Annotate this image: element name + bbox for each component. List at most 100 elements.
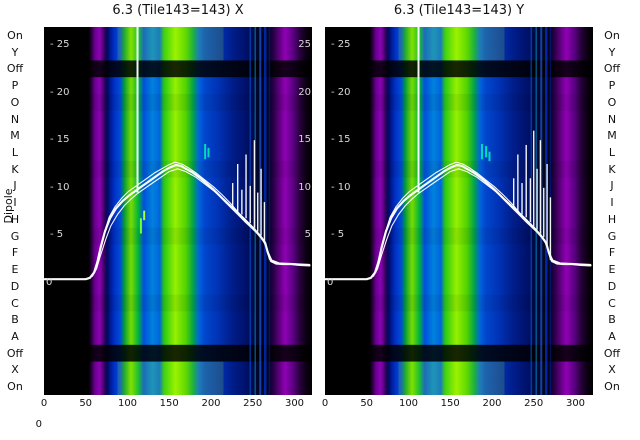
row-label-left: C (11, 296, 19, 310)
right-y-tick-label: 25 (298, 39, 311, 50)
row-label-right: A (608, 330, 616, 343)
row-label-left: B (11, 313, 19, 327)
vertical-stripe (540, 27, 543, 395)
vertical-stripe (535, 27, 537, 395)
bright-row-overlay (117, 361, 224, 379)
x-tick-label: 0 (40, 398, 48, 409)
row-label-left: E (11, 263, 19, 276)
row-label-left: G (10, 229, 20, 243)
heatmap-svg (44, 27, 312, 395)
row-label-left: A (11, 330, 19, 343)
x-tick-label: 300 (284, 398, 305, 409)
vertical-stripe (268, 27, 271, 395)
x-tick-label: 200 (482, 398, 502, 409)
off-row-overlay (325, 60, 593, 78)
heatmap-svg (325, 27, 593, 395)
row-label-left: H (10, 212, 20, 226)
row-label-left: J (13, 179, 17, 193)
off-row-overlay (44, 60, 312, 78)
panel-title-y: 6.3 (Tile143=143) Y (393, 3, 525, 18)
inner-y-tick-label: - 25 (331, 39, 351, 50)
bandpass-line (376, 161, 592, 269)
row-label-left: Y (11, 45, 19, 59)
heatmap-panel-x (44, 27, 312, 395)
bright-row-overlay (398, 43, 505, 61)
row-label-left: F (11, 246, 19, 260)
off-row-overlay (325, 344, 593, 362)
bright-row-overlay (117, 43, 224, 61)
x-tick-label: 150 (159, 398, 179, 409)
row-label-left: L (11, 146, 19, 159)
inner-y-tick-label: - 20 (331, 86, 351, 98)
row-label-right: C (608, 296, 616, 310)
inner-y-tick-label: - 25 (50, 39, 70, 50)
heatmap-image (325, 27, 593, 395)
x-tick-label: 250 (524, 398, 544, 409)
right-y-tick-label: 15 (298, 134, 311, 146)
row-label-right: X (608, 363, 616, 377)
vertical-stripe (259, 27, 262, 395)
inner-y-tick-label: - 15 (50, 134, 70, 146)
row-label-right: J (610, 179, 614, 193)
right-y-tick-label: 5 (304, 229, 311, 241)
off-row-overlay (44, 344, 312, 362)
row-label-left: N (10, 112, 20, 126)
row-label-right: D (607, 279, 617, 293)
row-label-left: X (11, 363, 19, 377)
vertical-stripe (530, 27, 532, 395)
row-label-right: G (607, 229, 617, 243)
inner-y-tick-label: 0 (46, 277, 53, 288)
inner-y-tick-label: - 5 (331, 229, 345, 241)
bright-row-overlay (117, 378, 224, 395)
heatmap-image (44, 27, 312, 395)
panel-title-x: 6.3 (Tile143=143) X (112, 3, 244, 18)
bright-row-overlay (117, 27, 224, 44)
x-tick-label: 100 (117, 398, 138, 409)
row-label-right: M (607, 129, 617, 143)
inner-y-tick-label: - 10 (50, 181, 70, 193)
x-tick-label: 100 (398, 398, 419, 409)
row-label-right: B (608, 313, 616, 327)
right-y-tick-label: 10 (298, 181, 311, 193)
row-label-right: F (608, 246, 616, 260)
row-label-left: Off (6, 346, 24, 360)
row-label-right: P (608, 79, 616, 92)
inner-y-tick-label: 0 (327, 277, 334, 288)
row-label-right: O (607, 95, 617, 109)
row-label-left: K (11, 162, 19, 176)
row-label-left: M (10, 129, 20, 143)
x-tick-label: 250 (243, 398, 263, 409)
x-tick-label: 300 (565, 398, 586, 409)
row-label-left: O (10, 95, 20, 109)
row-label-right: On (604, 380, 620, 394)
right-y-tick-label: 20 (298, 86, 311, 98)
inner-y-tick-label: - 5 (50, 229, 64, 241)
row-label-right: Off (603, 346, 621, 360)
x-tick-label: 50 (360, 398, 374, 409)
row-label-right: E (608, 263, 616, 276)
row-label-right: H (607, 212, 617, 226)
bright-row-overlay (398, 27, 505, 44)
vertical-stripe (544, 27, 548, 395)
row-label-right: L (608, 146, 616, 159)
inner-y-tick-label: - 20 (50, 86, 70, 98)
row-label-left: Off (6, 62, 24, 76)
bandpass-line (95, 161, 311, 269)
row-label-left: On (7, 380, 23, 394)
bright-row-overlay (398, 378, 505, 395)
vertical-stripe (254, 27, 256, 395)
x-tick-label: 200 (201, 398, 221, 409)
row-label-right: K (608, 162, 616, 176)
vertical-stripe (263, 27, 267, 395)
heatmap-panel-y (325, 27, 593, 395)
x-tick-label: 0 (321, 398, 329, 409)
inner-y-tick-label: - 15 (331, 134, 351, 146)
row-label-left: On (7, 28, 23, 42)
row-label-left: D (10, 279, 20, 293)
x-tick-label: 50 (79, 398, 93, 409)
row-label-right: Y (608, 45, 616, 59)
row-label-right: N (607, 112, 617, 126)
row-label-right: I (610, 196, 614, 210)
x-tick-label: 150 (440, 398, 460, 409)
